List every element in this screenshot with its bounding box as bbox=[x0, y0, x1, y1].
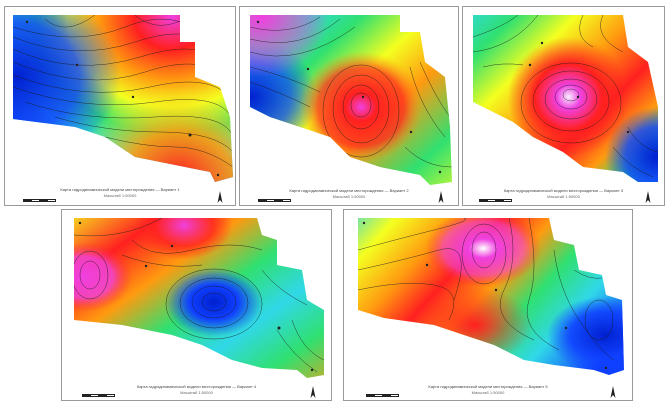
well-marker-icon bbox=[306, 67, 310, 71]
contour-lines bbox=[250, 16, 452, 168]
well-marker-icon bbox=[131, 95, 135, 99]
north-arrow-icon bbox=[310, 386, 316, 398]
well-marker-icon bbox=[216, 173, 220, 177]
well-marker-icon bbox=[579, 173, 583, 177]
north-arrow-icon bbox=[645, 191, 651, 203]
north-arrow-icon bbox=[217, 191, 223, 203]
scale-bar-icon bbox=[258, 199, 292, 202]
contour-lines bbox=[74, 218, 324, 373]
contour-map-5 bbox=[358, 218, 624, 375]
well-marker-icon bbox=[361, 95, 365, 99]
well-marker-icon bbox=[409, 130, 413, 134]
well-marker-icon bbox=[78, 221, 82, 225]
well-marker-icon bbox=[25, 20, 29, 24]
well-markers bbox=[78, 221, 314, 372]
well-marker-icon bbox=[310, 368, 314, 372]
well-marker-icon bbox=[75, 63, 79, 67]
well-marker-icon bbox=[576, 95, 580, 99]
well-marker-icon bbox=[626, 130, 630, 134]
well-marker-icon bbox=[564, 326, 568, 330]
well-marker-icon bbox=[604, 366, 608, 370]
panel-subcaption: Масштаб 1:50000 bbox=[547, 194, 580, 199]
scale-bar-icon bbox=[479, 199, 513, 202]
contour-map-3 bbox=[473, 15, 658, 182]
map-panel-5: Карта гидродинамической модели месторожд… bbox=[343, 209, 633, 401]
panel-subcaption: Масштаб 1:50000 bbox=[180, 390, 213, 395]
well-marker-icon bbox=[277, 326, 281, 330]
map-panel-1: Карта гидродинамической модели месторожд… bbox=[4, 6, 236, 206]
well-markers bbox=[256, 20, 442, 174]
map-panel-3: Карта гидродинамической модели месторожд… bbox=[462, 6, 665, 206]
panel-subcaption: Масштаб 1:50000 bbox=[332, 194, 366, 199]
well-markers bbox=[528, 41, 630, 177]
contour-lines bbox=[358, 218, 615, 361]
well-markers bbox=[25, 20, 220, 177]
well-markers bbox=[362, 221, 608, 370]
scale-bar-icon bbox=[366, 394, 400, 397]
contour-map-2 bbox=[250, 15, 452, 185]
contour-map-4 bbox=[74, 218, 324, 378]
north-arrow-icon bbox=[610, 386, 616, 398]
panel-caption: Карта гидродинамической модели месторожд… bbox=[503, 188, 624, 193]
contour-lines bbox=[473, 15, 658, 178]
panel-caption: Карта гидродинамической модели месторожд… bbox=[60, 187, 180, 192]
well-marker-icon bbox=[540, 41, 544, 45]
scale-bar-icon bbox=[23, 199, 57, 202]
panel-subcaption: Масштаб 1:50000 bbox=[471, 390, 505, 395]
well-marker-icon bbox=[144, 264, 148, 268]
contour-map-1 bbox=[13, 15, 233, 182]
well-marker-icon bbox=[494, 288, 498, 292]
well-marker-icon bbox=[188, 133, 192, 137]
map-panel-4: Карта гидродинамической модели месторожд… bbox=[61, 209, 332, 401]
north-arrow-icon bbox=[438, 191, 444, 203]
panel-caption: Карта гидродинамической модели месторожд… bbox=[289, 188, 409, 193]
panel-caption: Карта гидродинамической модели месторожд… bbox=[428, 384, 548, 389]
well-marker-icon bbox=[438, 170, 442, 174]
well-marker-icon bbox=[528, 63, 532, 67]
panel-caption: Карта гидродинамической модели месторожд… bbox=[136, 384, 257, 389]
well-marker-icon bbox=[362, 221, 366, 225]
well-marker-icon bbox=[425, 263, 429, 267]
scale-bar-icon bbox=[82, 394, 116, 397]
map-panel-2: Карта гидродинамической модели месторожд… bbox=[239, 6, 459, 206]
well-marker-icon bbox=[256, 20, 260, 24]
panel-subcaption: Масштаб 1:50000 bbox=[103, 193, 137, 198]
well-marker-icon bbox=[170, 244, 174, 248]
